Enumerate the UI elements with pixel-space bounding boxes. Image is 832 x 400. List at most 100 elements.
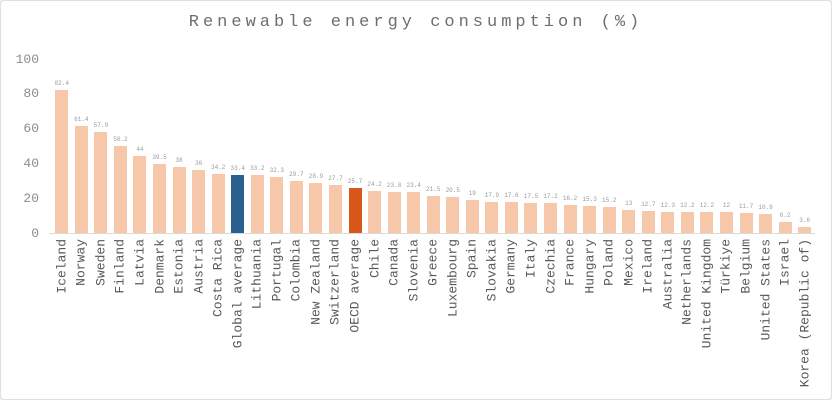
x-axis-category-label: Italy [523, 239, 539, 279]
bar-value-label: 32.3 [269, 166, 285, 174]
x-axis-category-label: Sweden [93, 239, 109, 286]
bar-value-label: 3.6 [799, 216, 811, 224]
y-axis-tick-label: 20 [23, 190, 39, 206]
x-axis-category-label: Belgium [738, 239, 754, 294]
x-axis-category-label: Slovakia [484, 239, 500, 302]
bar [759, 214, 773, 233]
x-axis-category-label: Finland [112, 239, 128, 294]
bar-value-label: 15.2 [601, 196, 617, 204]
bar-value-label: 15.3 [582, 196, 597, 204]
x-axis-labels: Iceland Norway Sweden Finland Latvia Denmark E… [52, 239, 816, 399]
bar-value-label: 57.9 [93, 122, 109, 130]
bar-value-label: 25.7 [347, 178, 363, 186]
bar-value-label: 33.2 [250, 165, 265, 173]
x-axis-category-label: Hungary [582, 239, 598, 294]
x-axis-category-label: Australia [660, 239, 676, 310]
x-axis-category-label: Estonia [171, 239, 187, 294]
bar [309, 182, 323, 233]
bar [446, 197, 460, 233]
y-axis-tick-label: 80 [23, 86, 39, 102]
bar-value-label: 17.6 [504, 192, 519, 200]
bar [778, 222, 792, 233]
bar [504, 202, 518, 233]
bar [270, 176, 284, 233]
chart-title: Renewable energy consumption (%) [188, 13, 644, 32]
bar-value-label: 39.5 [152, 154, 167, 162]
bar [583, 206, 597, 233]
bar-value-label: 12.3 [660, 201, 676, 209]
bar-value-label: 36 [195, 160, 203, 168]
bar-value-label: 21.5 [426, 185, 441, 193]
y-axis-tick-label: 40 [23, 155, 39, 171]
x-axis-category-label: Netherlands [679, 239, 695, 325]
bar [622, 210, 636, 233]
bar [798, 226, 812, 233]
x-axis-category-label: Poland [601, 239, 617, 286]
bar [426, 195, 440, 233]
x-axis-category-label: New Zealand [308, 239, 324, 325]
x-axis-category-label: Lithuania [249, 239, 265, 310]
bar-value-label: 50.2 [113, 135, 128, 143]
bar [407, 192, 421, 233]
bar [55, 89, 69, 233]
bar-value-label: 24.2 [367, 180, 382, 188]
bar-value-label: 82.4 [54, 79, 69, 87]
bar [348, 188, 362, 233]
x-axis-category-label: Costa Rica [210, 239, 226, 318]
bar [113, 145, 127, 233]
x-axis-category-label: Germany [503, 239, 519, 294]
bar-value-label: 16.2 [562, 194, 578, 202]
bar [94, 132, 108, 233]
bar [153, 164, 167, 233]
bar [289, 181, 303, 233]
bar-value-label: 17.2 [543, 193, 558, 201]
bar [739, 212, 753, 233]
x-axis-category-label: OECD average [347, 239, 363, 333]
x-axis-category-label: Denmark [152, 239, 168, 294]
y-axis-tick-label: 60 [23, 121, 39, 137]
bar [485, 201, 499, 233]
bar-value-label: 20.5 [445, 187, 460, 195]
x-axis-category-label: Mexico [621, 239, 637, 286]
bar-value-label: 19 [468, 189, 476, 197]
bar [250, 175, 264, 233]
bar [563, 204, 577, 233]
plot-area: 82.4 61.4 57.9 50.2 44 39.5 38 36 34.2 33.4 33.2 32… [52, 59, 816, 233]
x-axis-category-label: Iceland [54, 239, 70, 294]
bar-value-label: 27.7 [328, 174, 343, 182]
bar-value-label: 17.9 [484, 191, 500, 199]
bar-value-label: 6.2 [779, 212, 791, 220]
bar [544, 203, 558, 233]
bar [74, 126, 88, 233]
x-axis-category-label: Portugal [269, 239, 285, 302]
bar-value-label: 29.7 [289, 171, 304, 179]
x-axis-category-label: Canada [386, 239, 402, 286]
bar [465, 199, 479, 233]
bar [602, 206, 616, 233]
bar [719, 212, 733, 233]
x-axis-category-label: Türkiye [718, 239, 734, 294]
x-axis-category-label: Israel [777, 239, 793, 286]
bar-value-label: 28.9 [308, 172, 324, 180]
x-axis-category-label: Czechia [543, 239, 559, 294]
bar-value-label: 38 [175, 156, 183, 164]
bar-value-label: 33.4 [230, 164, 245, 172]
bar [192, 170, 206, 233]
bar-value-label: 12.2 [680, 201, 695, 209]
x-axis-category-label: Global average [230, 239, 246, 349]
x-axis-category-label: Slovenia [406, 239, 422, 302]
x-axis-category-label: Greece [425, 239, 441, 286]
x-axis-category-label: Austria [191, 239, 207, 294]
x-axis-category-label: Chile [367, 239, 383, 279]
x-axis-category-label: United Kingdom [699, 239, 715, 349]
bar-value-label: 11.7 [738, 202, 754, 210]
bar-value-label: 12.7 [641, 200, 656, 208]
bar [211, 173, 225, 233]
bar [133, 156, 147, 233]
x-axis-line [49, 233, 815, 234]
bar [700, 211, 714, 233]
x-axis-category-label: Spain [464, 239, 480, 279]
x-axis-category-label: Norway [73, 239, 89, 286]
bar [387, 191, 401, 233]
